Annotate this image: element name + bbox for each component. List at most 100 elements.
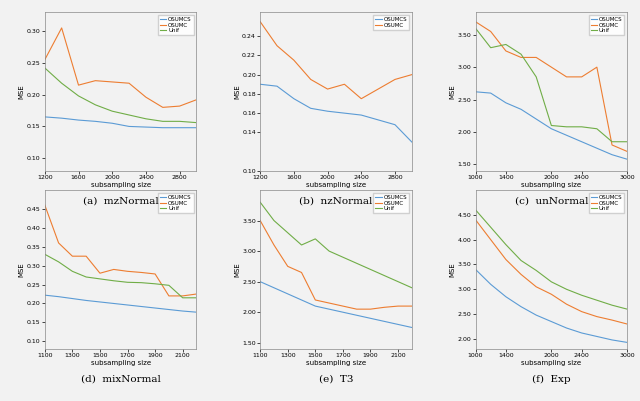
- OSUMC: [472, 19, 479, 24]
- Unif: [593, 298, 601, 303]
- OSUMC: [257, 218, 264, 223]
- OSUMC: [408, 304, 415, 308]
- OSUMCS: [165, 307, 173, 312]
- OSUMC: [324, 87, 332, 91]
- Unif: [92, 102, 99, 107]
- OSUMC: [578, 309, 586, 314]
- Unif: [408, 286, 415, 290]
- OSUMC: [391, 77, 399, 82]
- OSUMC: [83, 254, 90, 259]
- Line: Unif: Unif: [45, 254, 196, 298]
- Line: OSUMC: OSUMC: [260, 221, 412, 309]
- OSUMCS: [563, 326, 570, 330]
- OSUMC: [312, 298, 319, 302]
- OSUMC: [380, 305, 388, 310]
- OSUMCS: [578, 330, 586, 335]
- Unif: [608, 303, 616, 308]
- Unif: [83, 275, 90, 279]
- OSUMC: [548, 65, 556, 69]
- Unif: [339, 255, 347, 259]
- Unif: [623, 139, 631, 144]
- OSUMCS: [138, 304, 145, 309]
- Unif: [578, 124, 586, 129]
- Unif: [176, 119, 184, 124]
- Line: Unif: Unif: [45, 68, 196, 123]
- OSUMCS: [142, 125, 150, 130]
- Y-axis label: MSE: MSE: [234, 84, 240, 99]
- Line: OSUMCS: OSUMCS: [476, 92, 627, 159]
- Unif: [380, 273, 388, 278]
- OSUMCS: [472, 89, 479, 94]
- OSUMC: [394, 304, 402, 308]
- OSUMCS: [108, 121, 116, 126]
- OSUMCS: [563, 133, 570, 138]
- OSUMCS: [273, 84, 281, 89]
- OSUMCS: [394, 322, 402, 327]
- Y-axis label: MSE: MSE: [449, 262, 456, 277]
- OSUMC: [532, 55, 540, 60]
- OSUMCS: [151, 306, 159, 310]
- Unif: [124, 280, 131, 285]
- OSUMCS: [83, 298, 90, 303]
- Unif: [472, 207, 479, 212]
- OSUMCS: [176, 125, 184, 130]
- OSUMC: [623, 149, 631, 154]
- Unif: [394, 279, 402, 284]
- OSUMC: [96, 271, 104, 275]
- OSUMC: [124, 269, 131, 274]
- X-axis label: subsampling size: subsampling size: [522, 182, 581, 188]
- OSUMCS: [324, 109, 332, 113]
- OSUMCS: [532, 313, 540, 318]
- OSUMC: [138, 270, 145, 275]
- OSUMC: [298, 270, 305, 275]
- OSUMCS: [124, 303, 131, 308]
- OSUMCS: [623, 340, 631, 345]
- OSUMC: [563, 75, 570, 79]
- OSUMC: [307, 77, 315, 82]
- OSUMCS: [353, 313, 360, 318]
- OSUMC: [41, 203, 49, 208]
- OSUMC: [41, 57, 49, 62]
- OSUMC: [151, 271, 159, 276]
- OSUMC: [75, 83, 83, 87]
- Unif: [75, 93, 83, 98]
- Unif: [517, 52, 525, 57]
- Unif: [55, 259, 63, 264]
- OSUMCS: [502, 100, 509, 105]
- Unif: [532, 75, 540, 79]
- OSUMC: [593, 314, 601, 319]
- Legend: OSUMCS, OSUMC: OSUMCS, OSUMC: [373, 15, 409, 30]
- Y-axis label: MSE: MSE: [234, 262, 240, 277]
- Line: OSUMC: OSUMC: [260, 22, 412, 99]
- Unif: [108, 109, 116, 113]
- OSUMC: [502, 257, 509, 262]
- Unif: [179, 296, 186, 300]
- OSUMC: [374, 87, 382, 91]
- OSUMCS: [41, 293, 49, 298]
- OSUMCS: [548, 126, 556, 131]
- OSUMCS: [41, 115, 49, 119]
- OSUMC: [257, 19, 264, 24]
- OSUMCS: [110, 301, 118, 306]
- Unif: [472, 26, 479, 30]
- Unif: [608, 139, 616, 144]
- OSUMCS: [374, 117, 382, 122]
- OSUMC: [532, 284, 540, 289]
- Line: Unif: Unif: [260, 202, 412, 288]
- X-axis label: subsampling size: subsampling size: [91, 182, 150, 188]
- Line: Unif: Unif: [476, 28, 627, 142]
- Unif: [502, 242, 509, 247]
- OSUMCS: [380, 319, 388, 324]
- OSUMCS: [517, 304, 525, 309]
- Unif: [151, 282, 159, 286]
- Unif: [165, 283, 173, 288]
- OSUMC: [110, 267, 118, 272]
- Unif: [270, 218, 278, 223]
- Unif: [548, 279, 556, 284]
- OSUMCS: [58, 116, 65, 121]
- OSUMC: [472, 217, 479, 222]
- Unif: [367, 267, 374, 272]
- Line: OSUMC: OSUMC: [476, 22, 627, 152]
- OSUMC: [353, 307, 360, 312]
- OSUMC: [290, 58, 298, 63]
